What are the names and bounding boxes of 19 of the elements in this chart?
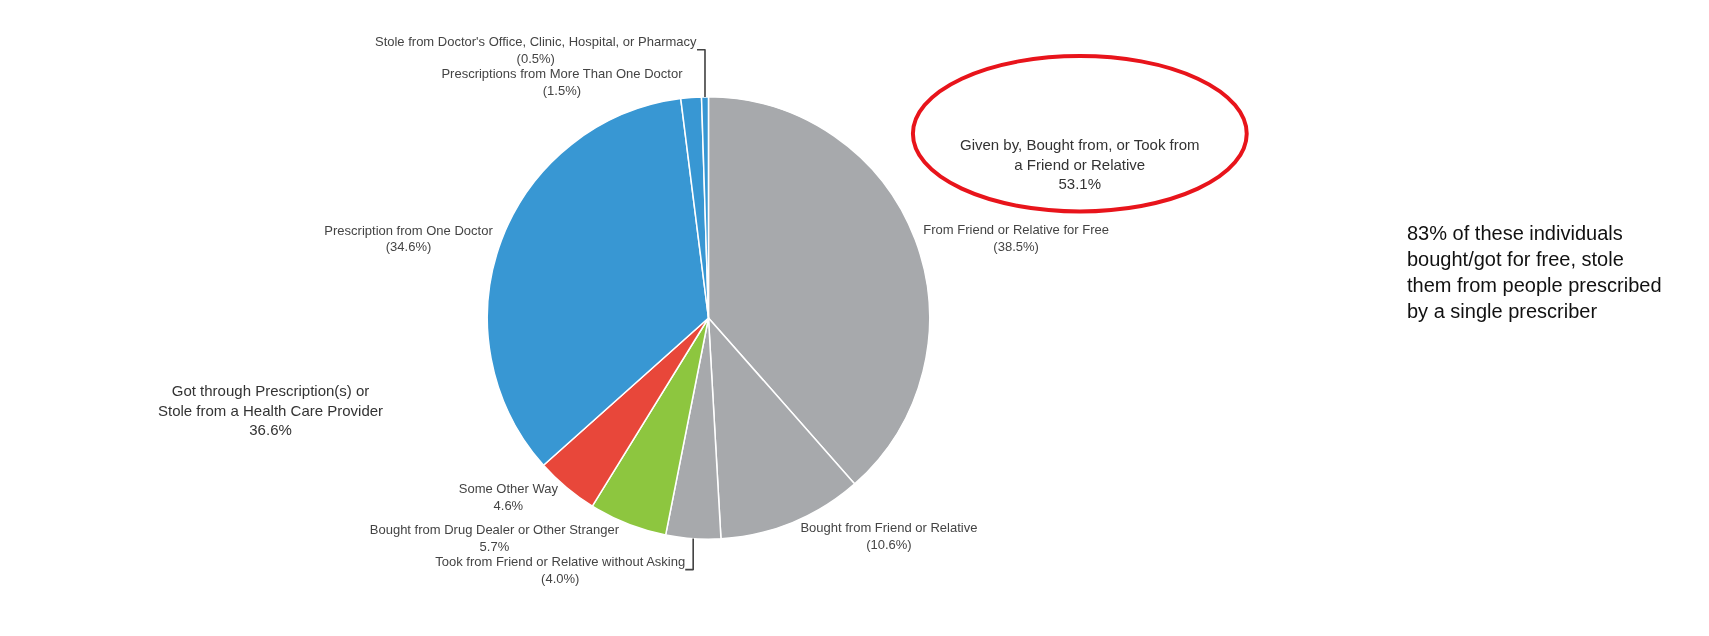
text: 83% of these individuals bought/got for free, stole them from people prescribed by a single prescriber <box>1407 222 1662 322</box>
data-label: (1.5%) <box>542 82 582 98</box>
slice-label: Bought from Friend or Relative <box>800 520 978 536</box>
slice-label: From Friend or Relative for Free <box>923 221 1109 237</box>
slice-label: Took from Friend or Relative without Asking <box>435 553 686 569</box>
data-label: (34.6%) <box>385 239 432 255</box>
slice-label: Bought from Drug Dealer or Other Stranger <box>369 521 620 537</box>
data-label: 5.7% <box>479 538 510 554</box>
data-label: (38.5%) <box>993 238 1039 254</box>
data-label: (4.0%) <box>541 570 580 586</box>
slice-label: Some Other Way <box>458 480 559 496</box>
text: Got through Prescription(s) or Stole from a Health Care Provider 36.6% <box>158 382 384 438</box>
slice-label: Prescription from One Doctor <box>324 222 494 238</box>
text: Given by, Bought from, or Took from a Friend or Relative 53.1% <box>960 136 1200 192</box>
data-label: (10.6%) <box>866 537 912 553</box>
slice-label: Stole from Doctor's Office, Clinic, Hospital, or Pharmacy <box>374 33 698 49</box>
slice-label: Prescriptions from More Than One Doctor <box>441 65 684 81</box>
data-label: (0.5%) <box>516 50 555 66</box>
data-label: 4.6% <box>493 497 524 513</box>
